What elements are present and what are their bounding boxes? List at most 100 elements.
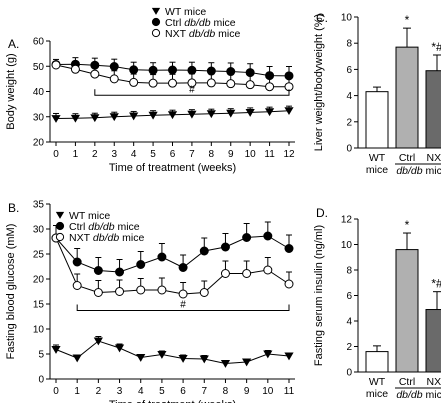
data-point (115, 287, 125, 296)
significance-bracket (76, 304, 290, 311)
y-tick-label: 0 (38, 375, 44, 386)
data-point (51, 346, 61, 354)
legend-marker (55, 221, 65, 231)
y-tick-label: 0 (346, 144, 352, 155)
legend-entry: WT mice (69, 210, 110, 222)
data-point (178, 263, 188, 272)
data-point (220, 242, 230, 252)
x-tick-label: 3 (117, 386, 123, 397)
series-circle-open (51, 60, 294, 92)
legend-marker (55, 232, 65, 242)
series-line (55, 340, 290, 365)
category-label: Ctrl (399, 376, 415, 388)
data-point (199, 355, 209, 364)
y-tick-label: 0 (346, 368, 352, 379)
data-point (242, 233, 252, 242)
data-point (148, 111, 158, 120)
x-tick-label: 2 (96, 386, 102, 397)
data-point (157, 351, 167, 359)
x-tick-label: 6 (180, 386, 186, 397)
bar (365, 91, 389, 149)
y-tick-label: 8 (346, 39, 352, 50)
legend-marker (151, 28, 161, 38)
x-tick-label: 7 (189, 149, 195, 160)
panel-label: C. (316, 11, 328, 25)
y-tick-label: 5 (38, 350, 44, 361)
legend-word: mice (85, 210, 110, 222)
data-point (263, 350, 273, 359)
data-point (220, 269, 230, 278)
y-tick-label: 8 (346, 266, 352, 277)
x-tick-label: 8 (223, 386, 229, 397)
data-point (178, 289, 188, 299)
data-point (157, 252, 167, 262)
data-point (206, 110, 216, 119)
x-tick-label: 8 (209, 149, 215, 160)
x-axis-label: Time of treatment (weeks) (109, 162, 236, 174)
significance-mark: *# (431, 40, 441, 54)
category-label: WT (369, 376, 386, 388)
y-tick-label: 12 (341, 215, 353, 226)
data-point (129, 65, 139, 75)
data-point (72, 281, 82, 290)
y-tick-label: 30 (33, 225, 45, 236)
x-tick-label: 4 (131, 149, 137, 160)
data-point (220, 360, 231, 368)
data-point (168, 78, 177, 88)
category-label: Ctrl (399, 152, 415, 164)
group-word: mice (423, 165, 441, 177)
y-tick-label: 20 (33, 275, 45, 286)
data-point (187, 65, 197, 75)
x-tick-label: 3 (111, 149, 117, 160)
data-point (199, 288, 209, 297)
significance-mark: * (405, 13, 410, 27)
legend-entry: NXT db/db mice (69, 232, 144, 244)
legend-word: mice (211, 17, 236, 29)
y-tick-label: 60 (33, 37, 45, 48)
bar-panel-d: D. 0 2 4 6 8 10 12 Fasting serum insulin (ng/ml)… (313, 206, 441, 401)
legend-word: db/db (186, 28, 215, 40)
y-tick-label: 50 (33, 62, 45, 73)
y-tick-label: 6 (346, 65, 352, 76)
y-tick-label: 25 (33, 250, 45, 261)
data-point (263, 231, 273, 241)
x-tick-label: 5 (159, 386, 165, 397)
data-point (167, 111, 178, 120)
y-tick-label: 2 (346, 342, 352, 353)
group-label: db/db mice (396, 389, 441, 401)
data-point (90, 69, 100, 79)
bar (425, 309, 441, 373)
panel-label: A. (8, 37, 19, 51)
legend-marker (55, 211, 65, 219)
data-point (70, 64, 80, 74)
x-tick-label: 1 (73, 149, 79, 160)
significance-mark: # (189, 84, 195, 95)
x-tick-label: 7 (201, 386, 207, 397)
x-tick-label: 1 (74, 386, 80, 397)
category-label: NXT (427, 152, 441, 164)
series-circle-open (51, 225, 294, 299)
data-point (148, 78, 158, 88)
data-point (90, 114, 100, 123)
data-point (264, 108, 275, 117)
x-tick-label: 9 (228, 149, 234, 160)
data-point (109, 62, 119, 72)
data-point (178, 355, 188, 363)
data-point (72, 257, 82, 267)
significance-mark: * (405, 218, 410, 232)
data-point (245, 109, 255, 117)
legend-word: mice (119, 232, 144, 244)
legend-entry: NXT db/db mice (165, 28, 240, 40)
y-tick-label: 40 (33, 87, 45, 98)
y-tick-label: 6 (346, 291, 352, 302)
data-point (284, 279, 294, 289)
bar (395, 46, 419, 149)
series-line (55, 237, 290, 295)
legend-word: Ctrl (165, 17, 181, 29)
data-point (245, 80, 255, 90)
data-point (148, 65, 158, 75)
y-tick-label: 15 (33, 300, 45, 311)
y-tick-label: 30 (33, 112, 45, 123)
legend-word: mice (215, 28, 240, 40)
